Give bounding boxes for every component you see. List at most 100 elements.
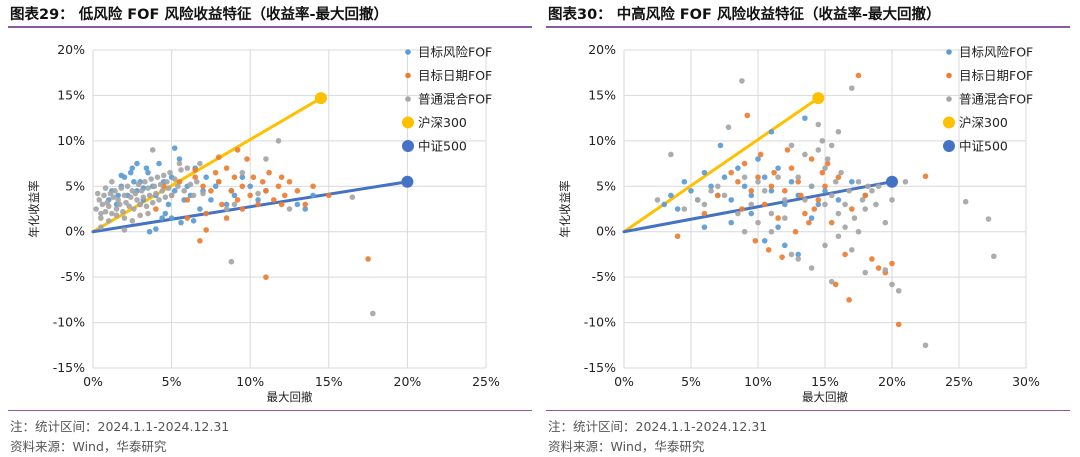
data-point	[991, 253, 997, 260]
series-csi500	[401, 175, 414, 188]
data-point	[151, 183, 158, 190]
data-point	[741, 174, 748, 180]
data-point	[113, 212, 120, 219]
title-divider	[8, 26, 532, 28]
data-point	[153, 226, 159, 232]
data-point	[121, 215, 128, 221]
data-point	[815, 147, 822, 153]
data-point	[846, 188, 852, 194]
data-point	[832, 178, 839, 185]
data-point	[822, 183, 828, 190]
data-point	[828, 278, 835, 285]
data-point	[93, 206, 99, 212]
data-point	[115, 197, 121, 203]
data-point	[735, 165, 741, 171]
data-point	[156, 197, 162, 203]
data-point	[808, 265, 815, 271]
data-point	[741, 228, 748, 235]
data-point	[286, 206, 293, 212]
data-point	[744, 112, 751, 119]
data-point	[110, 194, 117, 200]
data-point	[755, 219, 761, 226]
data-point	[112, 188, 118, 194]
data-point	[131, 206, 137, 212]
y-tick-label: -10%	[584, 315, 616, 330]
data-point	[775, 215, 781, 221]
data-point	[120, 208, 126, 215]
index-trend-line	[622, 96, 820, 234]
data-point	[294, 201, 301, 208]
data-point	[203, 210, 209, 217]
data-point	[159, 215, 165, 221]
legend-marker	[405, 96, 411, 102]
data-point	[176, 178, 183, 185]
data-point	[875, 265, 882, 271]
data-point	[674, 206, 681, 212]
data-point	[782, 188, 788, 194]
data-point	[855, 178, 862, 185]
data-point	[215, 178, 222, 185]
data-point	[792, 228, 799, 235]
data-point	[102, 185, 109, 191]
data-point	[889, 197, 895, 203]
data-point	[771, 169, 777, 176]
legend-label: 普通混合FOF	[959, 92, 1033, 107]
data-point	[835, 197, 842, 203]
footnote-source: 资料来源：Wind，华泰研究	[548, 439, 705, 454]
data-point	[184, 215, 191, 221]
data-point	[735, 178, 741, 185]
chart-title: 图表30： 中高风险 FOF 风险收益特征（收益率-最大回撤）	[548, 7, 941, 23]
data-point	[197, 238, 203, 244]
data-point	[200, 190, 206, 197]
data-point	[869, 256, 875, 262]
data-point	[219, 201, 225, 208]
data-point	[761, 201, 768, 208]
data-point	[129, 218, 136, 224]
data-point	[824, 160, 831, 167]
data-point	[270, 197, 277, 203]
y-tick-label: 5%	[596, 178, 616, 193]
data-point	[171, 188, 178, 194]
y-tick-label: -15%	[53, 360, 85, 375]
data-point	[824, 156, 831, 162]
data-point	[715, 183, 721, 190]
data-point	[263, 188, 269, 194]
legend-label: 目标风险FOF	[959, 45, 1033, 60]
data-point	[365, 256, 371, 262]
data-point	[250, 174, 257, 180]
data-point	[748, 201, 755, 208]
data-point	[725, 124, 732, 131]
data-point	[98, 210, 104, 217]
data-point	[828, 142, 835, 149]
scatter-chart-mid-high-risk: -15% -10% -5% 0% 5% 10% 15% 20% 0% 5% 10% 15% 20% 25%…	[558, 42, 1040, 404]
series-target_date	[674, 72, 929, 328]
data-point	[178, 219, 184, 226]
data-point	[822, 165, 828, 171]
data-point	[815, 197, 822, 203]
data-point	[181, 188, 187, 194]
data-point	[146, 192, 153, 199]
data-point	[768, 228, 775, 235]
data-point	[255, 190, 261, 197]
y-tick-label: -15%	[584, 360, 616, 375]
data-point	[98, 224, 104, 230]
data-point	[728, 169, 734, 176]
data-point	[889, 260, 895, 267]
y-tick-label: 10%	[588, 133, 616, 148]
data-point	[215, 154, 222, 161]
y-tick-label: 5%	[65, 178, 85, 193]
data-point	[223, 165, 230, 171]
data-point	[137, 212, 143, 219]
data-point	[761, 188, 768, 194]
legend-label: 中证500	[418, 139, 467, 154]
data-point	[197, 206, 203, 212]
data-point	[694, 197, 701, 203]
data-point	[962, 198, 969, 205]
data-point	[782, 201, 788, 208]
data-point	[176, 156, 183, 162]
data-point	[811, 206, 818, 212]
data-point	[795, 256, 801, 262]
data-point	[768, 128, 775, 135]
data-point	[178, 167, 184, 173]
data-point	[838, 169, 844, 176]
